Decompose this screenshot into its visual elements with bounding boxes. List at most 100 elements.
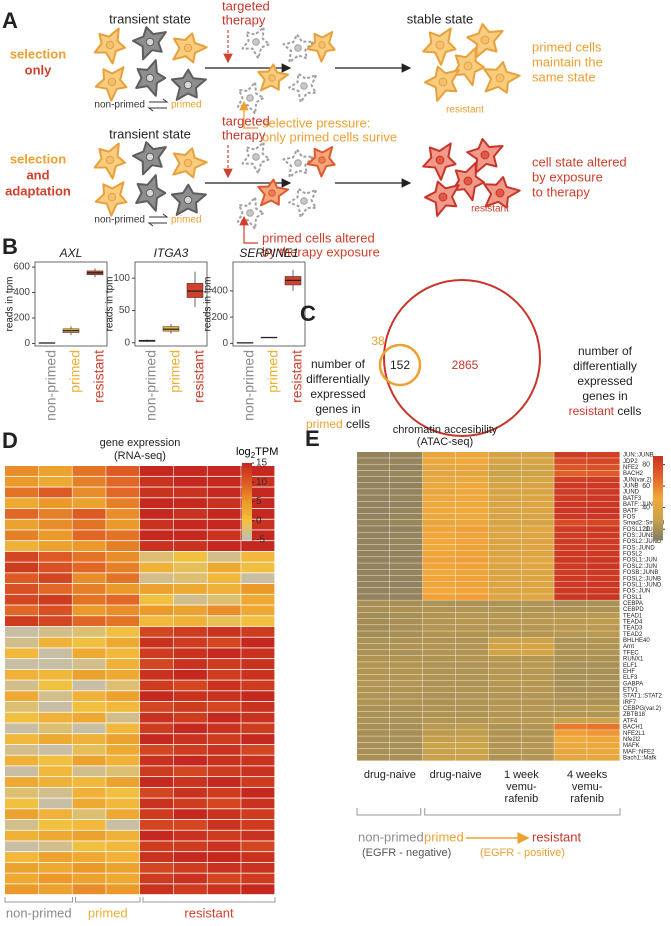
heatmap-cell <box>5 519 39 530</box>
heatmap-cell <box>173 777 207 787</box>
colorbar-label: 60 <box>642 483 650 490</box>
heatmap-cell <box>38 691 72 702</box>
heatmap-cell <box>173 519 207 530</box>
row-label: ELF3 <box>623 675 638 681</box>
heatmap-cell <box>488 754 521 761</box>
colorbar-label: 10 <box>256 477 268 488</box>
heatmap-cell <box>455 519 489 526</box>
heatmap-cell <box>357 606 390 613</box>
heatmap-cell <box>38 680 72 691</box>
row-label: Smad2::Smad3 <box>623 521 665 527</box>
row-label: JUND <box>623 490 640 496</box>
heatmap-cell <box>488 699 521 705</box>
heatmap-cell <box>207 819 241 830</box>
cell <box>236 81 265 115</box>
state-key: non-primed <box>94 100 145 111</box>
heatmap-cell <box>422 575 456 582</box>
heatmap-cell <box>389 458 423 464</box>
heatmap-cell <box>455 748 489 755</box>
heatmap-cell <box>5 616 39 627</box>
colorbar-step <box>242 503 252 506</box>
colorbar-step <box>242 486 252 489</box>
row-label: ETV1 <box>623 688 639 694</box>
heatmap-cell <box>38 766 72 777</box>
colorbar-step <box>653 508 663 512</box>
heatmap-cell <box>488 674 521 681</box>
heatmap-cell <box>357 557 390 563</box>
heatmap-cell <box>521 612 554 619</box>
heatmap-cell <box>140 734 174 745</box>
heatmap-cell <box>521 544 554 551</box>
heatmap-cell <box>140 573 174 584</box>
heatmap-cell <box>207 701 241 712</box>
heatmap-cell <box>173 637 207 648</box>
heatmap-cell <box>488 668 521 675</box>
heatmap-cell <box>5 830 39 841</box>
heatmap-cell <box>38 755 72 766</box>
heatmap-cell <box>72 755 106 766</box>
venn-count: 38 <box>371 334 385 348</box>
heatmap-cell <box>455 526 489 532</box>
y-tick-label: 400 <box>13 287 30 298</box>
heatmap-cell <box>357 452 390 458</box>
heatmap-cell <box>587 674 620 681</box>
heatmap-cell <box>72 616 106 627</box>
colorbar-step <box>242 470 252 474</box>
heatmap-cell <box>207 648 241 659</box>
heatmap-cell <box>455 587 489 594</box>
heatmap-cell <box>587 476 620 483</box>
nucleus <box>246 209 254 217</box>
row-label: ATF4 <box>623 718 638 724</box>
heatmap-cell <box>72 508 106 519</box>
heatmap-cell <box>521 519 554 526</box>
column-label: drug-naive <box>364 769 416 781</box>
heatmap-cell <box>587 563 620 570</box>
colorbar-step <box>242 466 252 470</box>
heatmap-cell <box>106 659 140 669</box>
heatmap-cell <box>455 631 489 637</box>
heatmap-cell <box>587 532 620 539</box>
heatmap-cell <box>38 487 72 498</box>
heatmap-cell <box>140 487 174 498</box>
heatmap-cell <box>389 668 423 675</box>
heatmap-cell <box>38 787 72 798</box>
heatmap-cell <box>389 625 423 631</box>
outcome-label: same state <box>532 69 596 84</box>
pressure-arrow <box>239 100 258 129</box>
heatmap-cell <box>521 482 554 489</box>
heatmap-cell <box>207 669 241 680</box>
colorbar-step <box>653 458 663 461</box>
heatmap-cell <box>554 501 587 508</box>
heatmap-cell <box>488 513 521 520</box>
nucleus <box>463 176 473 186</box>
state-label: transient state <box>109 11 191 26</box>
venn-caption: expressed <box>577 374 632 388</box>
heatmap-cell <box>38 701 72 712</box>
heatmap-cell <box>554 705 587 712</box>
heatmap-cell <box>173 626 207 637</box>
heatmap-cell <box>72 476 106 487</box>
heatmap-cell <box>357 489 390 495</box>
heatmap-cell <box>422 730 456 736</box>
colorbar-step <box>653 483 663 486</box>
heatmap-cell <box>521 600 554 607</box>
heatmap-cell <box>357 754 390 761</box>
row-label: and <box>26 167 49 182</box>
row-label: CEBPD <box>623 607 644 613</box>
heatmap-cell <box>241 819 275 830</box>
heatmap-cell <box>455 655 489 662</box>
heatmap-cell <box>488 600 521 607</box>
heatmap-cell <box>241 605 275 616</box>
colorbar-step <box>242 511 252 514</box>
heatmap-cell <box>207 787 241 798</box>
heatmap-cell <box>422 563 456 570</box>
therapy-label: therapy <box>222 12 266 27</box>
heatmap-cell <box>554 612 587 619</box>
heatmap-cell <box>587 464 620 471</box>
heatmap-cell <box>207 680 241 691</box>
heatmap-cell <box>72 626 106 637</box>
colorbar-step <box>242 509 252 512</box>
legend-title: 2 <box>251 451 256 460</box>
heatmap-cell <box>422 754 456 761</box>
nucleus <box>268 189 276 197</box>
